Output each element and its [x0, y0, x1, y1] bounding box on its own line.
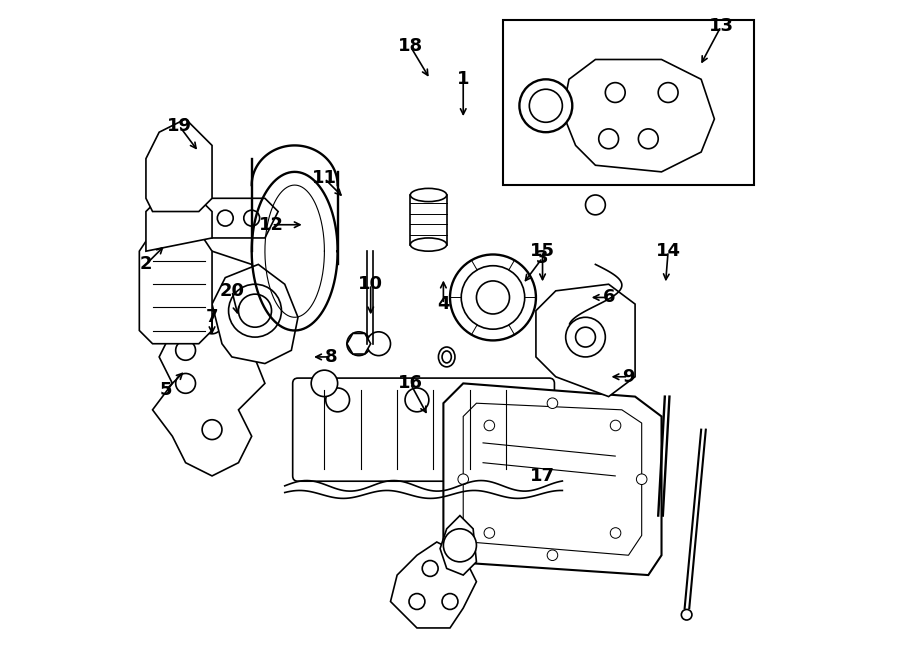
Text: 7: 7 [206, 308, 219, 327]
Polygon shape [440, 516, 476, 575]
Text: 12: 12 [259, 215, 284, 234]
Polygon shape [173, 198, 278, 238]
Text: 9: 9 [622, 368, 634, 386]
Text: 19: 19 [166, 116, 192, 135]
Circle shape [461, 266, 525, 329]
Circle shape [547, 550, 558, 561]
Circle shape [422, 561, 438, 576]
Text: 20: 20 [220, 282, 245, 300]
Polygon shape [140, 231, 212, 344]
Text: 16: 16 [398, 374, 423, 393]
Circle shape [576, 327, 596, 347]
Polygon shape [536, 284, 635, 397]
Polygon shape [146, 119, 212, 212]
Polygon shape [212, 264, 298, 364]
Polygon shape [146, 198, 212, 251]
Ellipse shape [438, 347, 455, 367]
Circle shape [484, 388, 508, 412]
Polygon shape [346, 333, 371, 354]
Circle shape [217, 210, 233, 226]
Circle shape [586, 195, 606, 215]
Circle shape [458, 474, 469, 485]
Circle shape [409, 594, 425, 609]
Polygon shape [173, 251, 265, 311]
Circle shape [366, 332, 391, 356]
Text: 5: 5 [159, 381, 172, 399]
Circle shape [202, 314, 222, 334]
Polygon shape [153, 291, 265, 476]
Circle shape [529, 89, 562, 122]
Circle shape [244, 210, 259, 226]
Circle shape [547, 398, 558, 408]
Text: 2: 2 [140, 255, 152, 274]
Circle shape [610, 420, 621, 431]
Circle shape [476, 281, 509, 314]
Circle shape [484, 420, 495, 431]
Text: 18: 18 [398, 37, 423, 56]
Text: 3: 3 [536, 249, 549, 267]
Circle shape [484, 527, 495, 538]
Circle shape [346, 332, 371, 356]
Text: 10: 10 [358, 275, 383, 293]
Text: 6: 6 [602, 288, 615, 307]
Text: 11: 11 [312, 169, 337, 188]
FancyBboxPatch shape [292, 378, 554, 481]
Circle shape [176, 340, 195, 360]
Circle shape [405, 388, 428, 412]
Circle shape [450, 254, 536, 340]
Circle shape [598, 129, 618, 149]
Circle shape [610, 527, 621, 538]
Text: 14: 14 [655, 242, 680, 260]
Circle shape [229, 284, 282, 337]
Polygon shape [391, 542, 476, 628]
Circle shape [238, 294, 272, 327]
Circle shape [681, 609, 692, 620]
Circle shape [444, 529, 476, 562]
Polygon shape [464, 403, 642, 555]
Circle shape [519, 79, 572, 132]
Polygon shape [562, 59, 715, 172]
Ellipse shape [410, 238, 446, 251]
Circle shape [566, 317, 606, 357]
Text: 8: 8 [325, 348, 338, 366]
Circle shape [224, 276, 239, 292]
Circle shape [176, 373, 195, 393]
Circle shape [658, 83, 678, 102]
Circle shape [191, 210, 207, 226]
Ellipse shape [311, 370, 338, 397]
Circle shape [202, 420, 222, 440]
Bar [503, 20, 754, 185]
Ellipse shape [410, 188, 446, 202]
Circle shape [326, 388, 349, 412]
Text: 15: 15 [530, 242, 555, 260]
Text: 17: 17 [530, 467, 555, 485]
Text: 1: 1 [457, 70, 470, 89]
Circle shape [191, 276, 207, 292]
Circle shape [606, 83, 626, 102]
Polygon shape [444, 383, 662, 575]
Bar [410, 195, 446, 245]
Circle shape [636, 474, 647, 485]
Ellipse shape [442, 351, 451, 363]
Circle shape [638, 129, 658, 149]
Text: 4: 4 [437, 295, 450, 313]
Circle shape [442, 594, 458, 609]
Text: 13: 13 [708, 17, 734, 36]
